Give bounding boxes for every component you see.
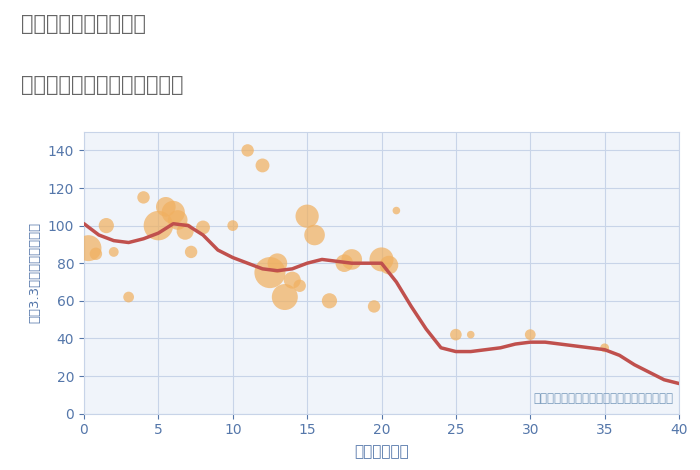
- Point: [368, 303, 379, 310]
- Point: [294, 282, 305, 290]
- Point: [168, 209, 179, 216]
- Point: [376, 256, 387, 263]
- Point: [465, 331, 476, 338]
- Point: [242, 147, 253, 154]
- Point: [302, 212, 313, 220]
- Point: [90, 250, 101, 258]
- Text: 円の大きさは、取引のあった物件面積を示す: 円の大きさは、取引のあった物件面積を示す: [533, 392, 673, 405]
- Point: [599, 344, 610, 352]
- Point: [123, 293, 134, 301]
- Point: [391, 207, 402, 214]
- Point: [172, 216, 183, 224]
- Point: [339, 259, 350, 267]
- Point: [138, 194, 149, 201]
- Point: [525, 331, 536, 338]
- Point: [324, 297, 335, 305]
- Point: [257, 162, 268, 169]
- Point: [108, 248, 119, 256]
- Point: [160, 203, 172, 211]
- Text: 築年数別中古マンション価格: 築年数別中古マンション価格: [21, 75, 183, 95]
- Point: [309, 231, 320, 239]
- Point: [272, 259, 283, 267]
- Point: [450, 331, 461, 338]
- Text: 三重県津市一志町小山: 三重県津市一志町小山: [21, 14, 146, 34]
- Point: [197, 224, 209, 231]
- Point: [346, 256, 357, 263]
- Point: [279, 293, 290, 301]
- X-axis label: 築年数（年）: 築年数（年）: [354, 444, 409, 459]
- Point: [101, 222, 112, 229]
- Point: [384, 261, 395, 269]
- Point: [83, 244, 94, 252]
- Point: [287, 276, 298, 284]
- Point: [179, 227, 190, 235]
- Point: [186, 248, 197, 256]
- Point: [265, 269, 276, 276]
- Point: [227, 222, 238, 229]
- Point: [153, 222, 164, 229]
- Y-axis label: 坪（3.3㎡）単価（万円）: 坪（3.3㎡）単価（万円）: [28, 222, 41, 323]
